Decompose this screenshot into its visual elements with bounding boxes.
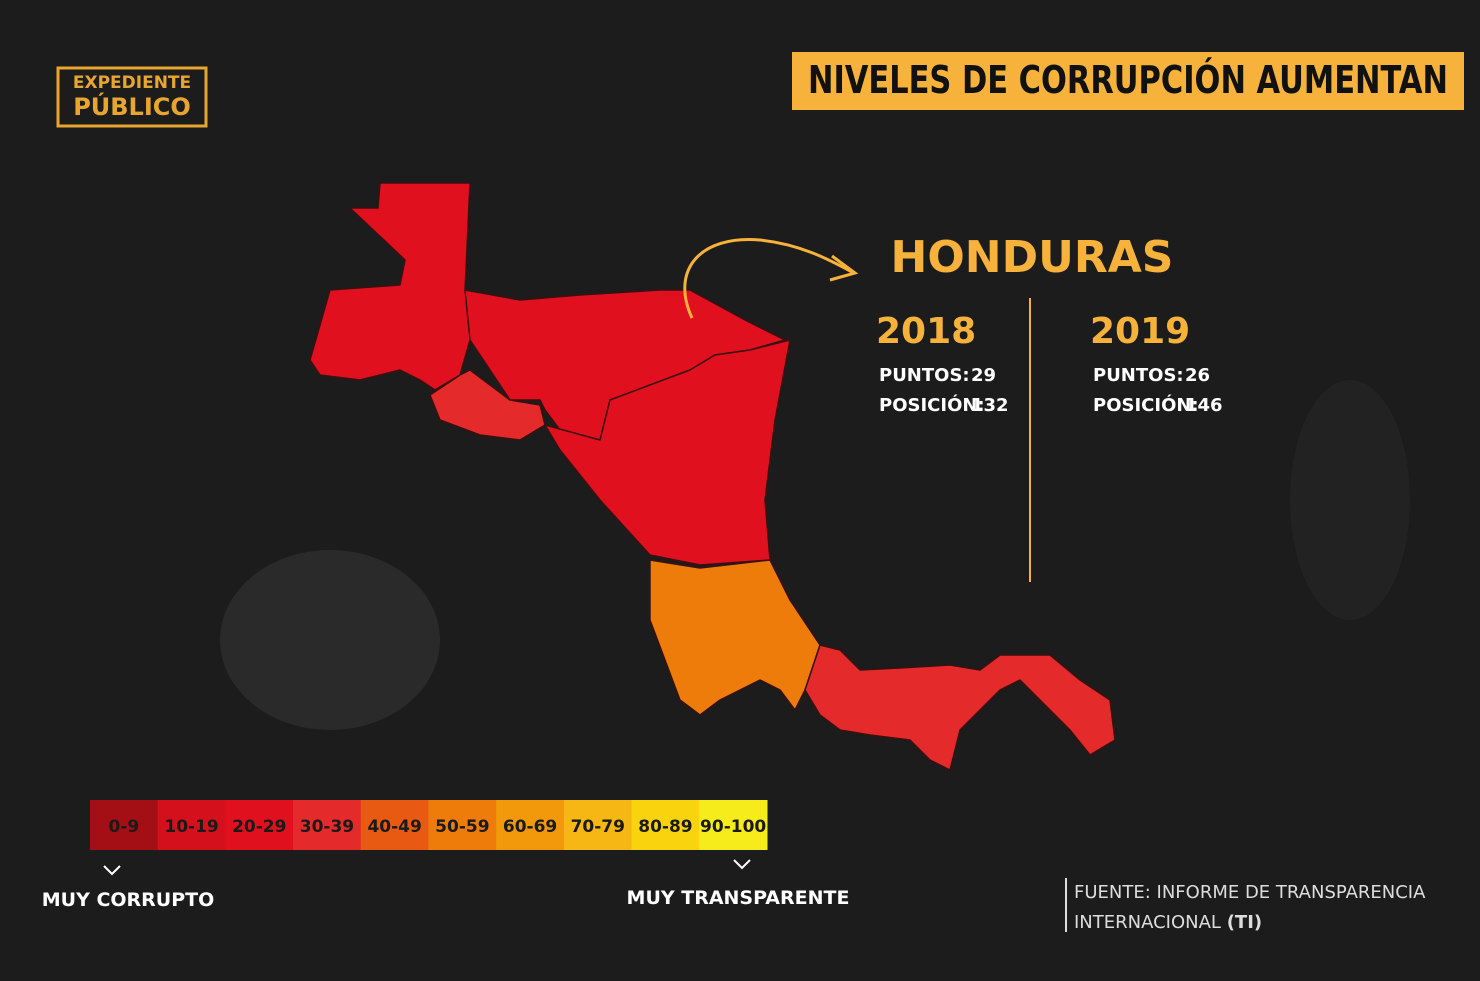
legend-label: 60-69 [503,817,557,837]
legend-label: 80-89 [638,817,692,837]
legend-low-label: MUY CORRUPTO [42,889,215,911]
el-salvador [429,369,546,441]
legend-label: 70-79 [571,817,625,837]
legend-swatch [631,800,700,850]
texture [220,380,1410,730]
legend-swatch [293,800,362,850]
country-name: HONDURAS [891,232,1174,283]
nicaragua [544,339,791,566]
chevron [733,859,751,870]
logo-frame [56,66,208,128]
legend-label: 20-29 [232,817,286,837]
title: NIVELES DE CORRUPCIÓN AUMENTAN [808,58,1448,102]
legend: 0-9 10-19 20-29 30-39 40-49 50-59 60-69 70-79 80… [90,800,768,850]
legend-swatch [563,800,633,850]
source-tag: (TI) [1227,912,1262,933]
legend-swatch [496,800,565,850]
legend-label: 0-9 [108,817,139,837]
legend-swatch [699,800,768,850]
legend-swatch [428,800,497,850]
guatemala [309,182,511,391]
source-line: INTERNACIONAL [1074,912,1221,933]
legend-high-label: MUY TRANSPARENTE [627,887,850,909]
legend-swatch [90,800,159,850]
costa-rica [649,559,821,716]
year: 2018 [876,311,976,352]
legend-label: 90-100 [700,817,766,837]
position-value: 132 [971,395,1009,416]
arrow-head [829,254,859,282]
legend-swatch [157,800,226,850]
year: 2019 [1090,311,1190,352]
position-value: 146 [1185,395,1223,416]
points-value: 29 [971,365,996,386]
legend-swatch [360,800,429,850]
points-value: 26 [1185,365,1210,386]
source-line: INTERNACIONAL (TI) [1074,912,1262,933]
legend-swatch [225,800,294,850]
points-label: PUNTOS: [879,365,970,386]
position-label: POSICIÓN: [1093,394,1199,416]
source-line: FUENTE: INFORME DE TRANSPARENCIA [1074,882,1426,903]
position-label: POSICIÓN: [879,394,985,416]
logo-line: PÚBLICO [73,91,191,121]
legend-label: 40-49 [367,817,421,837]
logo-line: EXPEDIENTE [73,73,191,93]
title-banner [792,52,1464,110]
arrow [683,238,853,319]
legend-label: 10-19 [164,817,218,837]
panama [804,644,1116,771]
legend-label: 50-59 [435,817,489,837]
points-label: PUNTOS: [1093,365,1184,386]
chevron [103,865,121,876]
legend-label: 30-39 [300,817,354,837]
map [309,182,1116,771]
